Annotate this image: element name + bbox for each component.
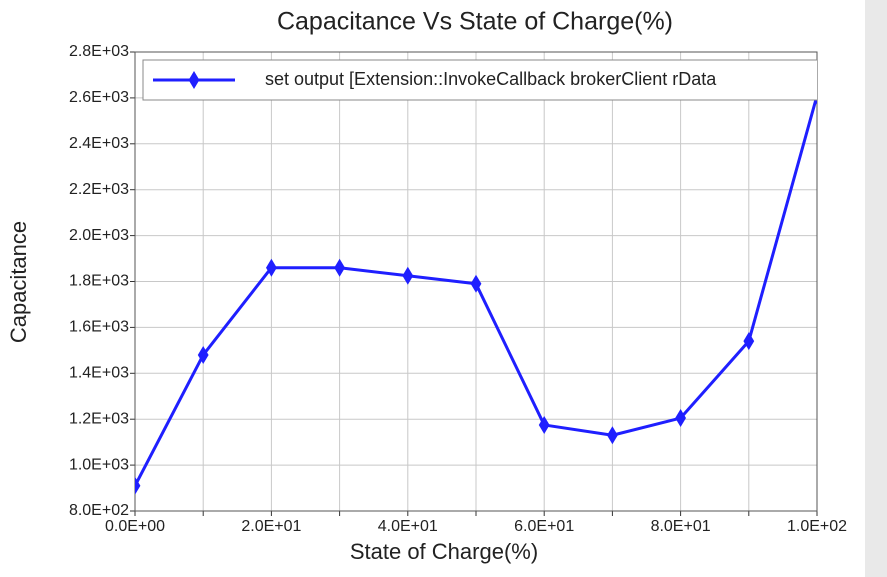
data-point bbox=[334, 258, 345, 277]
x-tick-label: 4.0E+01 bbox=[378, 518, 438, 535]
y-tick-label: 2.2E+03 bbox=[69, 181, 129, 198]
y-tick-label: 1.2E+03 bbox=[69, 410, 129, 427]
data-point bbox=[470, 274, 482, 293]
chart-title: Capacitance Vs State of Charge(%) bbox=[277, 8, 673, 36]
legend-box bbox=[142, 59, 817, 101]
y-axis-label: Capacitance bbox=[6, 221, 31, 343]
data-point bbox=[538, 415, 550, 434]
x-tick-label: 0.0E+00 bbox=[105, 518, 165, 535]
legend-marker bbox=[188, 71, 200, 89]
plot-frame bbox=[134, 51, 818, 512]
y-tick-label: 1.0E+03 bbox=[69, 456, 129, 473]
plot-area: set output [Extension::InvokeCallback br… bbox=[135, 59, 817, 495]
data-point bbox=[675, 409, 686, 428]
y-tick-label: 2.4E+03 bbox=[69, 135, 129, 152]
y-tick-label: 1.6E+03 bbox=[69, 319, 129, 336]
legend-label: set output [Extension::InvokeCallback br… bbox=[265, 69, 717, 89]
x-tick-label: 2.0E+01 bbox=[241, 518, 301, 535]
y-tick-label: 2.6E+03 bbox=[69, 89, 129, 106]
x-tick-label: 1.0E+02 bbox=[787, 518, 847, 535]
data-point bbox=[402, 266, 414, 285]
y-tick-label: 2.8E+03 bbox=[69, 43, 129, 60]
data-point bbox=[743, 332, 755, 351]
data-point bbox=[607, 426, 618, 445]
x-tick-label: 6.0E+01 bbox=[514, 518, 574, 535]
data-point bbox=[135, 476, 141, 495]
y-tick-label: 1.8E+03 bbox=[69, 273, 129, 290]
window-edge bbox=[865, 0, 887, 577]
data-point bbox=[197, 345, 209, 364]
x-tick-label: 8.0E+01 bbox=[651, 518, 711, 535]
x-axis-label: State of Charge(%) bbox=[350, 539, 538, 564]
data-point bbox=[266, 258, 277, 277]
y-tick-label: 1.4E+03 bbox=[69, 365, 129, 382]
y-tick-label: 2.0E+03 bbox=[69, 227, 129, 244]
y-tick-label: 8.0E+02 bbox=[69, 502, 129, 519]
